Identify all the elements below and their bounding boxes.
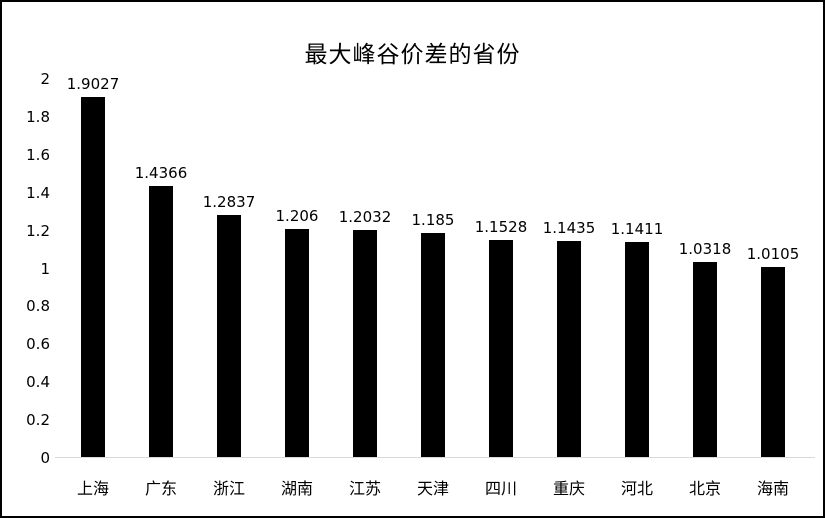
x-axis-label: 湖南 [280, 479, 313, 498]
bar-column: 1.1435 [535, 221, 603, 458]
bar-column: 1.4366 [127, 163, 195, 458]
bar-value-label: 1.0318 [678, 240, 732, 259]
bar-column: 1.9027 [59, 77, 127, 458]
x-axis-label: 重庆 [552, 479, 585, 498]
bar-value-label: 1.1528 [474, 217, 528, 236]
x-axis-label: 北京 [688, 479, 721, 498]
x-axis-label: 海南 [756, 479, 789, 498]
bar-value-label: 1.185 [411, 211, 455, 230]
y-axis-tick-label: 0.8 [26, 297, 50, 316]
bar [625, 241, 649, 458]
bar-column: 1.0318 [671, 242, 739, 458]
y-axis-tick-label: 1.6 [26, 145, 50, 164]
bar [693, 262, 717, 458]
bar [353, 230, 377, 458]
y-axis-tick-label: 1.8 [26, 107, 50, 126]
bar [217, 214, 241, 458]
y-axis-tick-label: 1.4 [26, 183, 50, 202]
x-axis-labels: 上海 广东 浙江 湖南 江苏 天津 四川 重庆 河北 北京 海南 [59, 475, 807, 499]
bar [149, 185, 173, 458]
chart-title: 最大峰谷价差的省份 [304, 42, 521, 68]
bar [285, 229, 309, 458]
bar-column: 1.1411 [603, 219, 671, 458]
bar-column: 1.185 [399, 213, 467, 458]
x-axis-label: 上海 [76, 479, 109, 498]
bar-value-label: 1.1411 [610, 219, 664, 238]
y-axis-tick-label: 1.2 [26, 221, 50, 240]
bar-value-label: 1.2032 [338, 208, 392, 226]
bar-column: 1.2837 [195, 192, 263, 458]
bar-value-label: 1.2837 [202, 192, 256, 211]
bar-value-label: 1.206 [275, 207, 319, 226]
bar [557, 241, 581, 458]
y-axis-tick-label: 0.2 [26, 411, 50, 430]
y-axis-tick-label: 0.6 [26, 335, 50, 354]
bar-value-label: 1.0105 [746, 244, 800, 263]
bar-value-label: 1.4366 [134, 163, 188, 182]
x-axis-label: 浙江 [212, 479, 245, 498]
bars-container: 1.9027 1.4366 1.2837 1.206 1.2032 1.185 1.1528… [59, 77, 807, 458]
x-axis-label: 广东 [144, 479, 177, 498]
y-axis-tick-label: 0 [40, 449, 50, 467]
y-axis-tick-label: 2 [40, 70, 50, 88]
bar-value-label: 1.9027 [66, 75, 120, 94]
bar-column: 1.0105 [739, 244, 807, 458]
bar [81, 97, 105, 458]
y-axis: 2 1.8 1.6 1.4 1.2 1 0.8 0.6 0.4 0.2 0 [2, 2, 50, 516]
x-axis-label: 江苏 [348, 479, 381, 498]
x-axis-line [55, 457, 815, 458]
x-axis-label: 河北 [620, 479, 653, 498]
bar [421, 233, 445, 458]
bar [489, 239, 513, 458]
y-axis-tick-label: 0.4 [26, 373, 50, 392]
x-axis-label: 天津 [416, 479, 449, 498]
y-axis-tick-label: 1 [40, 259, 50, 278]
x-axis-label: 四川 [484, 479, 517, 498]
bar-column: 1.1528 [467, 217, 535, 458]
bar [761, 266, 785, 458]
bar-value-label: 1.1435 [542, 219, 596, 238]
bar-column: 1.206 [263, 209, 331, 458]
bar-column: 1.2032 [331, 210, 399, 458]
